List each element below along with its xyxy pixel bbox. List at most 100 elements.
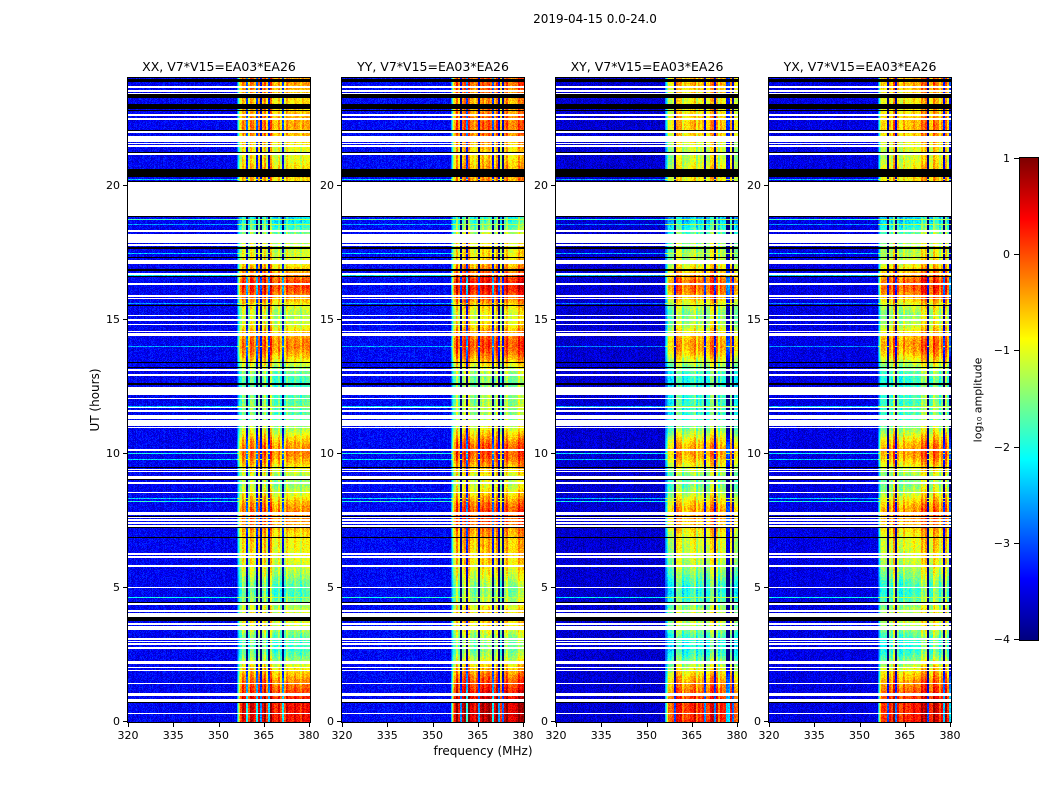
x-tick-label: 350	[849, 729, 870, 742]
y-tick-label: 5	[113, 581, 120, 595]
y-tick-label: 15	[747, 313, 761, 327]
colorbar-tick	[1014, 446, 1020, 448]
x-tick	[601, 723, 603, 727]
panel-title-xx: XX, V7*V15=EA03*EA26	[142, 59, 296, 74]
y-tick	[337, 587, 341, 589]
x-tick	[432, 723, 434, 727]
colorbar-tick	[1014, 158, 1020, 159]
y-tick	[764, 319, 768, 321]
x-axis-label: frequency (MHz)	[433, 744, 533, 758]
x-tick	[691, 723, 693, 727]
colorbar-label: log₁₀ amplitude	[971, 357, 985, 443]
y-tick-label: 10	[534, 447, 548, 461]
y-tick-label: 20	[320, 179, 334, 193]
y-axis-label: UT (hours)	[88, 368, 102, 432]
x-tick	[646, 723, 648, 727]
y-tick-label: 20	[534, 179, 548, 193]
x-tick-label: 380	[512, 729, 534, 742]
x-tick-label: 350	[208, 729, 229, 742]
y-tick	[337, 721, 341, 722]
x-tick-label: 320	[117, 729, 139, 742]
x-tick	[477, 723, 479, 727]
x-tick	[342, 723, 343, 727]
x-tick-label: 335	[376, 729, 398, 742]
colorbar-tick	[1014, 639, 1020, 640]
x-tick	[814, 723, 816, 727]
y-tick	[551, 185, 555, 187]
x-tick-label: 320	[331, 729, 353, 742]
x-tick-label: 380	[939, 729, 961, 742]
y-tick	[123, 721, 127, 722]
x-tick	[737, 723, 738, 727]
colorbar-gradient	[1020, 158, 1038, 640]
colorbar-tick-label: −1	[993, 344, 1010, 358]
x-tick-label: 320	[545, 729, 567, 742]
y-tick	[764, 721, 768, 722]
x-tick-label: 335	[162, 729, 184, 742]
colorbar-tick	[1014, 254, 1020, 256]
y-tick-label: 0	[541, 715, 548, 728]
y-tick	[764, 453, 768, 455]
panel-title-yx: YX, V7*V15=EA03*EA26	[783, 59, 937, 74]
x-tick	[950, 723, 951, 727]
x-tick	[173, 723, 175, 727]
y-tick-label: 15	[320, 313, 334, 327]
y-tick	[337, 185, 341, 187]
x-tick-label: 350	[422, 729, 443, 742]
colorbar-tick-label: −3	[993, 536, 1010, 550]
x-tick	[387, 723, 389, 727]
y-tick-label: 5	[754, 581, 761, 595]
y-tick	[123, 453, 127, 455]
y-tick	[551, 453, 555, 455]
spectrogram-canvas-xy	[556, 78, 738, 722]
y-tick-label: 0	[754, 715, 761, 728]
x-tick-label: 380	[298, 729, 320, 742]
x-tick-label: 380	[726, 729, 748, 742]
x-tick-label: 365	[681, 729, 703, 742]
y-tick-label: 10	[320, 447, 334, 461]
y-tick-label: 0	[113, 715, 120, 728]
x-tick	[523, 723, 524, 727]
colorbar-tick-label: 0	[1003, 248, 1010, 262]
x-tick	[128, 723, 129, 727]
x-tick-label: 320	[758, 729, 780, 742]
spectrogram-canvas-yx	[769, 78, 951, 722]
colorbar-tick-label: −2	[993, 440, 1010, 454]
y-tick-label: 20	[747, 179, 761, 193]
y-tick-label: 0	[327, 715, 334, 728]
x-tick-label: 350	[636, 729, 657, 742]
x-tick	[263, 723, 265, 727]
y-tick-label: 5	[327, 581, 334, 595]
y-tick-label: 10	[747, 447, 761, 461]
panel-title-xy: XY, V7*V15=EA03*EA26	[570, 59, 724, 74]
panel-title-yy: YY, V7*V15=EA03*EA26	[357, 59, 509, 74]
x-tick-label: 365	[253, 729, 275, 742]
y-tick	[123, 319, 127, 321]
colorbar-tick	[1014, 542, 1020, 544]
y-tick	[337, 453, 341, 455]
x-tick	[309, 723, 310, 727]
y-tick-label: 5	[541, 581, 548, 595]
y-tick	[551, 319, 555, 321]
spectrogram-canvas-yy	[342, 78, 524, 722]
y-tick	[764, 587, 768, 589]
spectrogram-canvas-xx	[128, 78, 310, 722]
y-tick-label: 10	[106, 447, 120, 461]
y-tick	[764, 185, 768, 187]
y-tick-label: 15	[534, 313, 548, 327]
y-tick	[123, 587, 127, 589]
colorbar-tick-label: −4	[993, 633, 1010, 646]
colorbar-tick-label: 1	[1003, 152, 1010, 165]
y-tick	[123, 185, 127, 187]
x-tick	[769, 723, 770, 727]
x-tick-label: 335	[803, 729, 825, 742]
y-tick-label: 15	[106, 313, 120, 327]
figure-title: 2019-04-15 0.0-24.0	[533, 12, 657, 26]
x-tick-label: 335	[590, 729, 612, 742]
x-tick	[556, 723, 557, 727]
colorbar-tick	[1014, 350, 1020, 352]
x-tick	[859, 723, 861, 727]
y-tick-label: 20	[106, 179, 120, 193]
y-tick	[551, 721, 555, 722]
